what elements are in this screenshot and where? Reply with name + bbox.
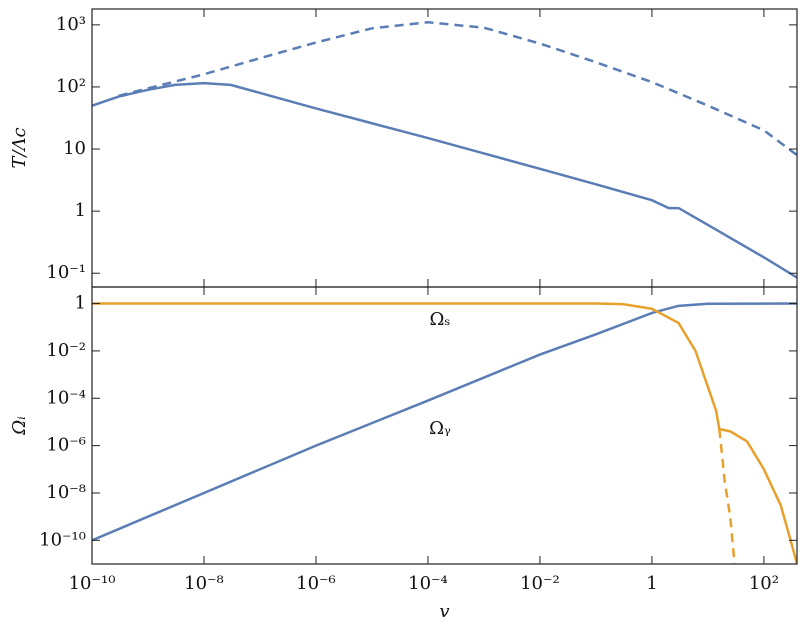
y-tick-label: 10²: [56, 76, 86, 97]
annotation: Ωₛ: [429, 309, 450, 330]
y-tick-label: 10⁻⁶: [46, 435, 86, 456]
plot-area: [92, 302, 797, 564]
y-tick-label: 1: [75, 200, 86, 221]
line: [718, 428, 736, 564]
y-tick-label: 10⁻²: [46, 340, 86, 361]
y-tick-label: 10⁻⁸: [46, 482, 86, 503]
x-tick-label: 10⁻²: [520, 573, 560, 594]
line: [92, 302, 797, 564]
frame: [91, 8, 798, 288]
y-axis-label: Ωᵢ: [9, 416, 30, 436]
y-tick-label: 1: [75, 293, 86, 314]
x-axis-label: v: [439, 601, 449, 622]
y-axis-label: T/Λc: [9, 127, 30, 168]
x-tick-label: 1: [646, 573, 657, 594]
annotation: Ωᵧ: [429, 418, 451, 439]
x-tick-label: 10⁻⁸: [184, 573, 224, 594]
line: [92, 302, 797, 542]
y-tick-label: 10⁻¹⁰: [39, 529, 86, 550]
y-tick-label: 10⁻⁴: [46, 387, 86, 408]
y-tick-label: 10: [63, 138, 86, 159]
line: [92, 81, 797, 279]
frame: [91, 286, 798, 565]
x-tick-label: 10⁻¹⁰: [69, 573, 116, 594]
plot-area: [92, 21, 797, 279]
line: [118, 21, 797, 157]
x-tick-label: 10⁻⁶: [296, 573, 336, 594]
x-tick-label: 10²: [749, 573, 779, 594]
x-tick-label: 10⁻⁴: [408, 573, 448, 594]
y-tick-label: 10³: [56, 14, 86, 35]
y-tick-label: 10⁻¹: [46, 262, 86, 283]
